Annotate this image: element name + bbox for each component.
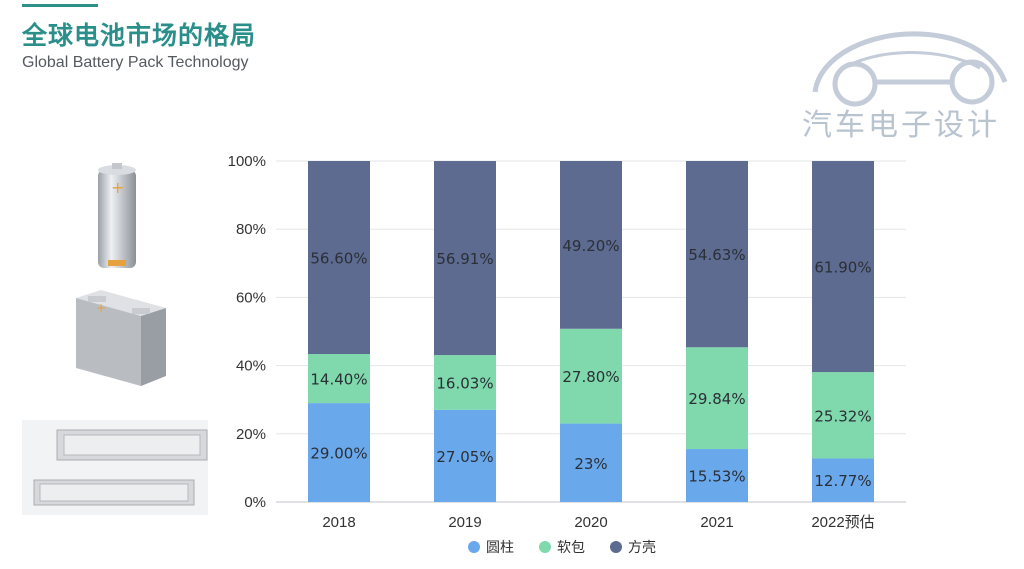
bar-segment	[434, 409, 496, 502]
prismatic-cell-icon: +	[76, 290, 166, 386]
data-label: 49.20%	[562, 237, 619, 255]
y-tick-label: 0%	[244, 494, 266, 511]
data-label: 56.91%	[436, 250, 493, 268]
logo-text: 汽车电子设计	[802, 108, 1000, 143]
legend-label: 圆柱	[486, 540, 514, 556]
page-subtitle: Global Battery Pack Technology	[22, 54, 249, 71]
legend-marker	[610, 541, 622, 553]
legend-marker	[539, 541, 551, 553]
svg-text:+: +	[96, 301, 106, 315]
bar-segment	[812, 372, 874, 459]
bar-segment	[560, 423, 622, 502]
bar-segment	[308, 354, 370, 404]
bar-segment	[686, 161, 748, 348]
data-label: 27.80%	[562, 368, 619, 386]
legend-label: 软包	[557, 540, 585, 556]
data-label: 16.03%	[436, 374, 493, 392]
x-tick-label: 2021	[700, 514, 733, 531]
y-tick-label: 20%	[236, 426, 266, 443]
bar-segment	[434, 355, 496, 410]
data-label: 27.05%	[436, 448, 493, 466]
car-logo-icon	[812, 31, 1008, 107]
bar-segment	[560, 161, 622, 329]
x-tick-label: 2018	[322, 514, 355, 531]
x-tick-label: 2020	[574, 514, 607, 531]
y-tick-label: 40%	[236, 358, 266, 375]
y-tick-label: 80%	[236, 221, 266, 238]
y-tick-label: 60%	[236, 289, 266, 306]
pouch-cell-icon	[22, 420, 208, 515]
data-label: 23%	[574, 455, 607, 473]
cylindrical-cell-icon: +	[98, 163, 136, 268]
data-label: 25.32%	[814, 407, 871, 425]
x-tick-label: 2019	[448, 514, 481, 531]
y-tick-label: 100%	[228, 153, 266, 170]
bar-segment	[434, 161, 496, 356]
bar-segment	[686, 347, 748, 450]
data-label: 29.00%	[310, 445, 367, 463]
bar-segment	[686, 449, 748, 502]
data-label: 56.60%	[310, 250, 367, 268]
bar-segment	[812, 458, 874, 502]
x-tick-label: 2022预估	[811, 514, 874, 531]
legend-marker	[468, 541, 480, 553]
title-accent-bar	[22, 4, 98, 7]
bar-segment	[560, 328, 622, 424]
data-label: 54.63%	[688, 246, 745, 264]
bar-segment	[308, 403, 370, 502]
data-label: 14.40%	[310, 371, 367, 389]
bar-segment	[812, 161, 874, 373]
data-label: 29.84%	[688, 390, 745, 408]
legend-label: 方壳	[628, 539, 656, 556]
data-label: 61.90%	[814, 259, 871, 277]
bar-segment	[308, 161, 370, 355]
page-title: 全球电池市场的格局	[22, 21, 257, 50]
data-label: 12.77%	[814, 472, 871, 490]
svg-text:+: +	[111, 178, 124, 197]
data-label: 15.53%	[688, 468, 745, 486]
